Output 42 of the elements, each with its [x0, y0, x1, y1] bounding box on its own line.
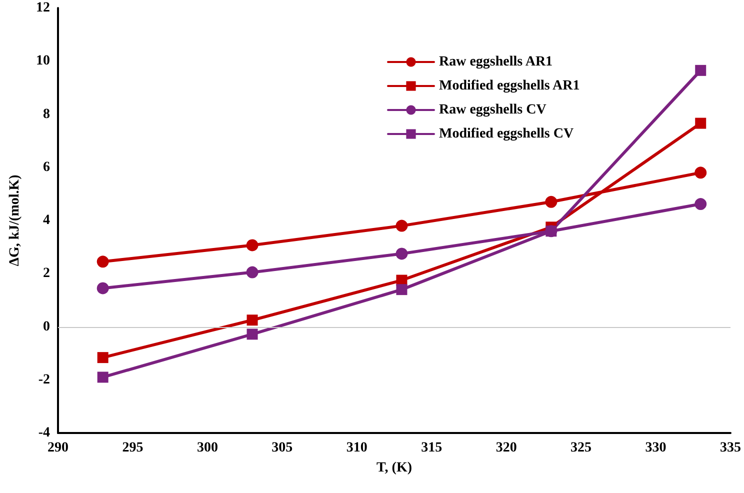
y-tick-label: -4	[38, 426, 50, 440]
legend-label: Raw eggshells AR1	[439, 54, 553, 70]
x-tick-label: 325	[570, 440, 592, 456]
x-tick-label: 310	[346, 440, 368, 456]
point	[97, 352, 108, 364]
y-tick-label: 2	[43, 266, 50, 282]
point	[695, 64, 706, 76]
y-tick-label: 12	[36, 0, 50, 16]
point	[545, 196, 558, 208]
x-tick-label: 330	[645, 440, 666, 456]
point	[695, 118, 706, 129]
x-axis-title: T, (K)	[376, 460, 412, 476]
point	[396, 248, 408, 260]
legend-label: Raw eggshells CV	[439, 102, 546, 118]
x-tick-label: 335	[720, 440, 741, 456]
point	[694, 198, 707, 210]
point	[97, 372, 108, 383]
legend-label: Modified eggshells CV	[439, 126, 574, 142]
point	[246, 239, 258, 252]
y-tick-label: 0	[43, 319, 50, 334]
y-axis-title: ΔG, kJ/(mol.K)	[8, 174, 22, 266]
y-tick-label: 10	[36, 54, 50, 69]
point	[396, 284, 408, 296]
point	[246, 266, 258, 278]
y-tick-label: 8	[43, 106, 50, 122]
legend-label: Modified eggshells AR1	[439, 78, 580, 94]
x-tick-label: 320	[496, 440, 517, 456]
x-tick-label: 315	[421, 440, 442, 456]
point	[96, 256, 109, 268]
point	[546, 226, 557, 237]
x-tick-label: 295	[122, 440, 144, 456]
y-tick-label: -2	[38, 372, 50, 388]
x-tick-label: 290	[48, 440, 68, 456]
x-tick-label: 305	[272, 440, 293, 456]
point	[96, 282, 109, 294]
point	[246, 314, 258, 326]
point	[694, 166, 707, 179]
y-tick-label: 6	[43, 160, 50, 175]
x-tick-label: 300	[196, 440, 218, 456]
point	[246, 328, 258, 340]
y-tick-label: 4	[43, 213, 50, 228]
point	[396, 220, 408, 232]
